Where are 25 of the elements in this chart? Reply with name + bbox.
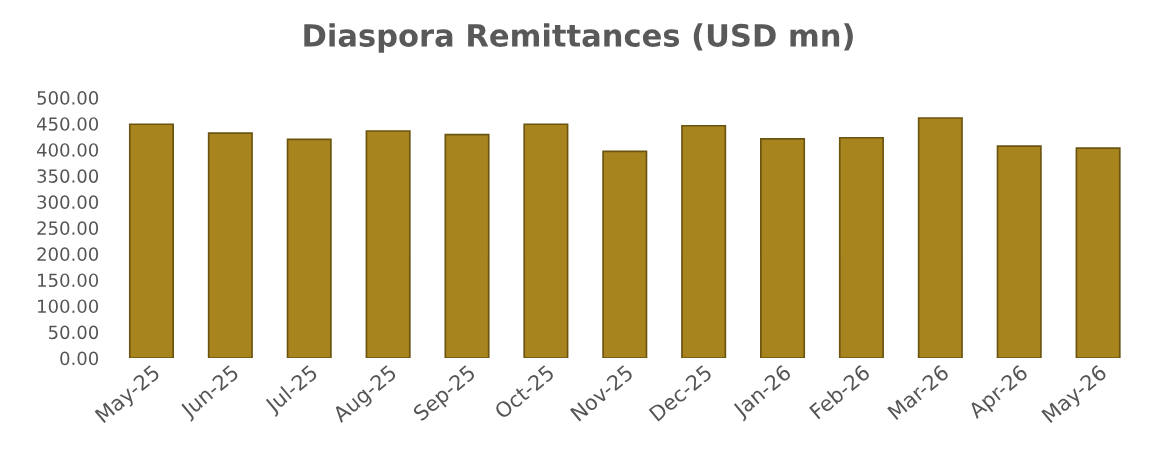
- bar: [917, 117, 963, 359]
- y-tick-label: 350.00: [37, 169, 99, 183]
- chart-title: Diaspora Remittances (USD mn): [304, 23, 853, 53]
- bar: [523, 123, 569, 359]
- y-tick-label: 500.00: [37, 91, 99, 105]
- bar: [838, 136, 884, 359]
- y-tick-label: 150.00: [38, 273, 99, 288]
- bar: [760, 137, 806, 359]
- bar: [681, 124, 727, 359]
- bar: [207, 132, 253, 359]
- y-tick-label: 100.00: [38, 299, 99, 314]
- y-tick-label: 400.00: [36, 143, 99, 157]
- bar: [1075, 147, 1121, 359]
- bar: [128, 123, 174, 359]
- y-tick-label: 300.00: [37, 195, 99, 209]
- bar: [996, 145, 1042, 359]
- bar: [286, 138, 332, 359]
- bar: [602, 150, 648, 359]
- y-tick-label: 450.00: [36, 117, 99, 131]
- y-tick-label: 50.00: [48, 325, 99, 340]
- bar: [444, 133, 490, 359]
- y-tick-label: 0.00: [60, 351, 99, 366]
- y-tick-label: 200.00: [37, 247, 99, 262]
- bar: [365, 130, 411, 359]
- y-tick-label: 250.00: [37, 221, 99, 235]
